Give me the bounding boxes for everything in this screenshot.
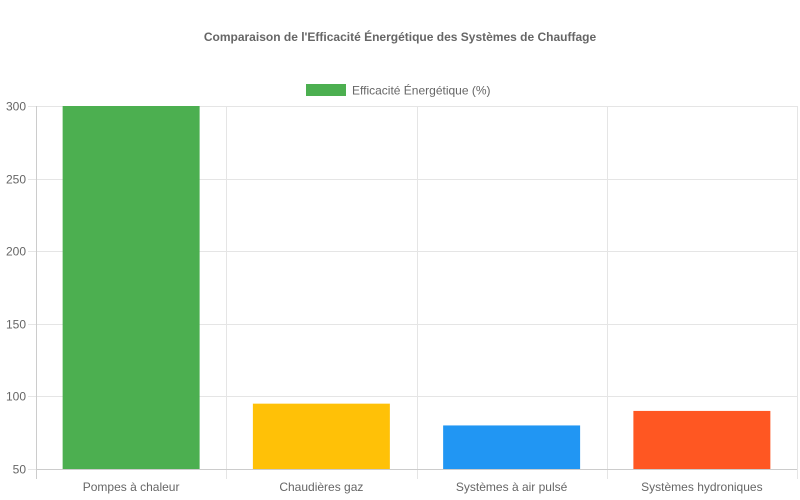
x-axis-ticks: Pompes à chaleur Chaudières gaz Systèmes à… xyxy=(83,480,763,494)
y-tick-label: 300 xyxy=(6,100,26,114)
x-tick-label: Pompes à chaleur xyxy=(83,480,180,494)
legend-label: Efficacité Énergétique (%) xyxy=(352,83,491,98)
x-tick-label: Systèmes à air pulsé xyxy=(456,480,568,494)
y-tick-label: 50 xyxy=(13,463,27,477)
y-axis-ticks: 50 100 150 200 250 300 xyxy=(6,100,26,477)
bars xyxy=(62,106,771,469)
legend[interactable]: Efficacité Énergétique (%) xyxy=(306,83,491,98)
y-tick-label: 200 xyxy=(6,245,26,259)
x-tick-label: Chaudières gaz xyxy=(279,480,363,494)
y-tick-label: 250 xyxy=(6,173,26,187)
bar[interactable] xyxy=(252,403,390,469)
y-tick-label: 150 xyxy=(6,318,26,332)
bar[interactable] xyxy=(633,410,771,469)
x-tick-label: Systèmes hydroniques xyxy=(641,480,762,494)
chart-title: Comparaison de l'Efficacité Énergétique … xyxy=(204,29,597,44)
y-tick-label: 100 xyxy=(6,390,26,404)
bar[interactable] xyxy=(443,425,581,469)
bar[interactable] xyxy=(62,106,200,469)
legend-swatch xyxy=(306,84,346,96)
